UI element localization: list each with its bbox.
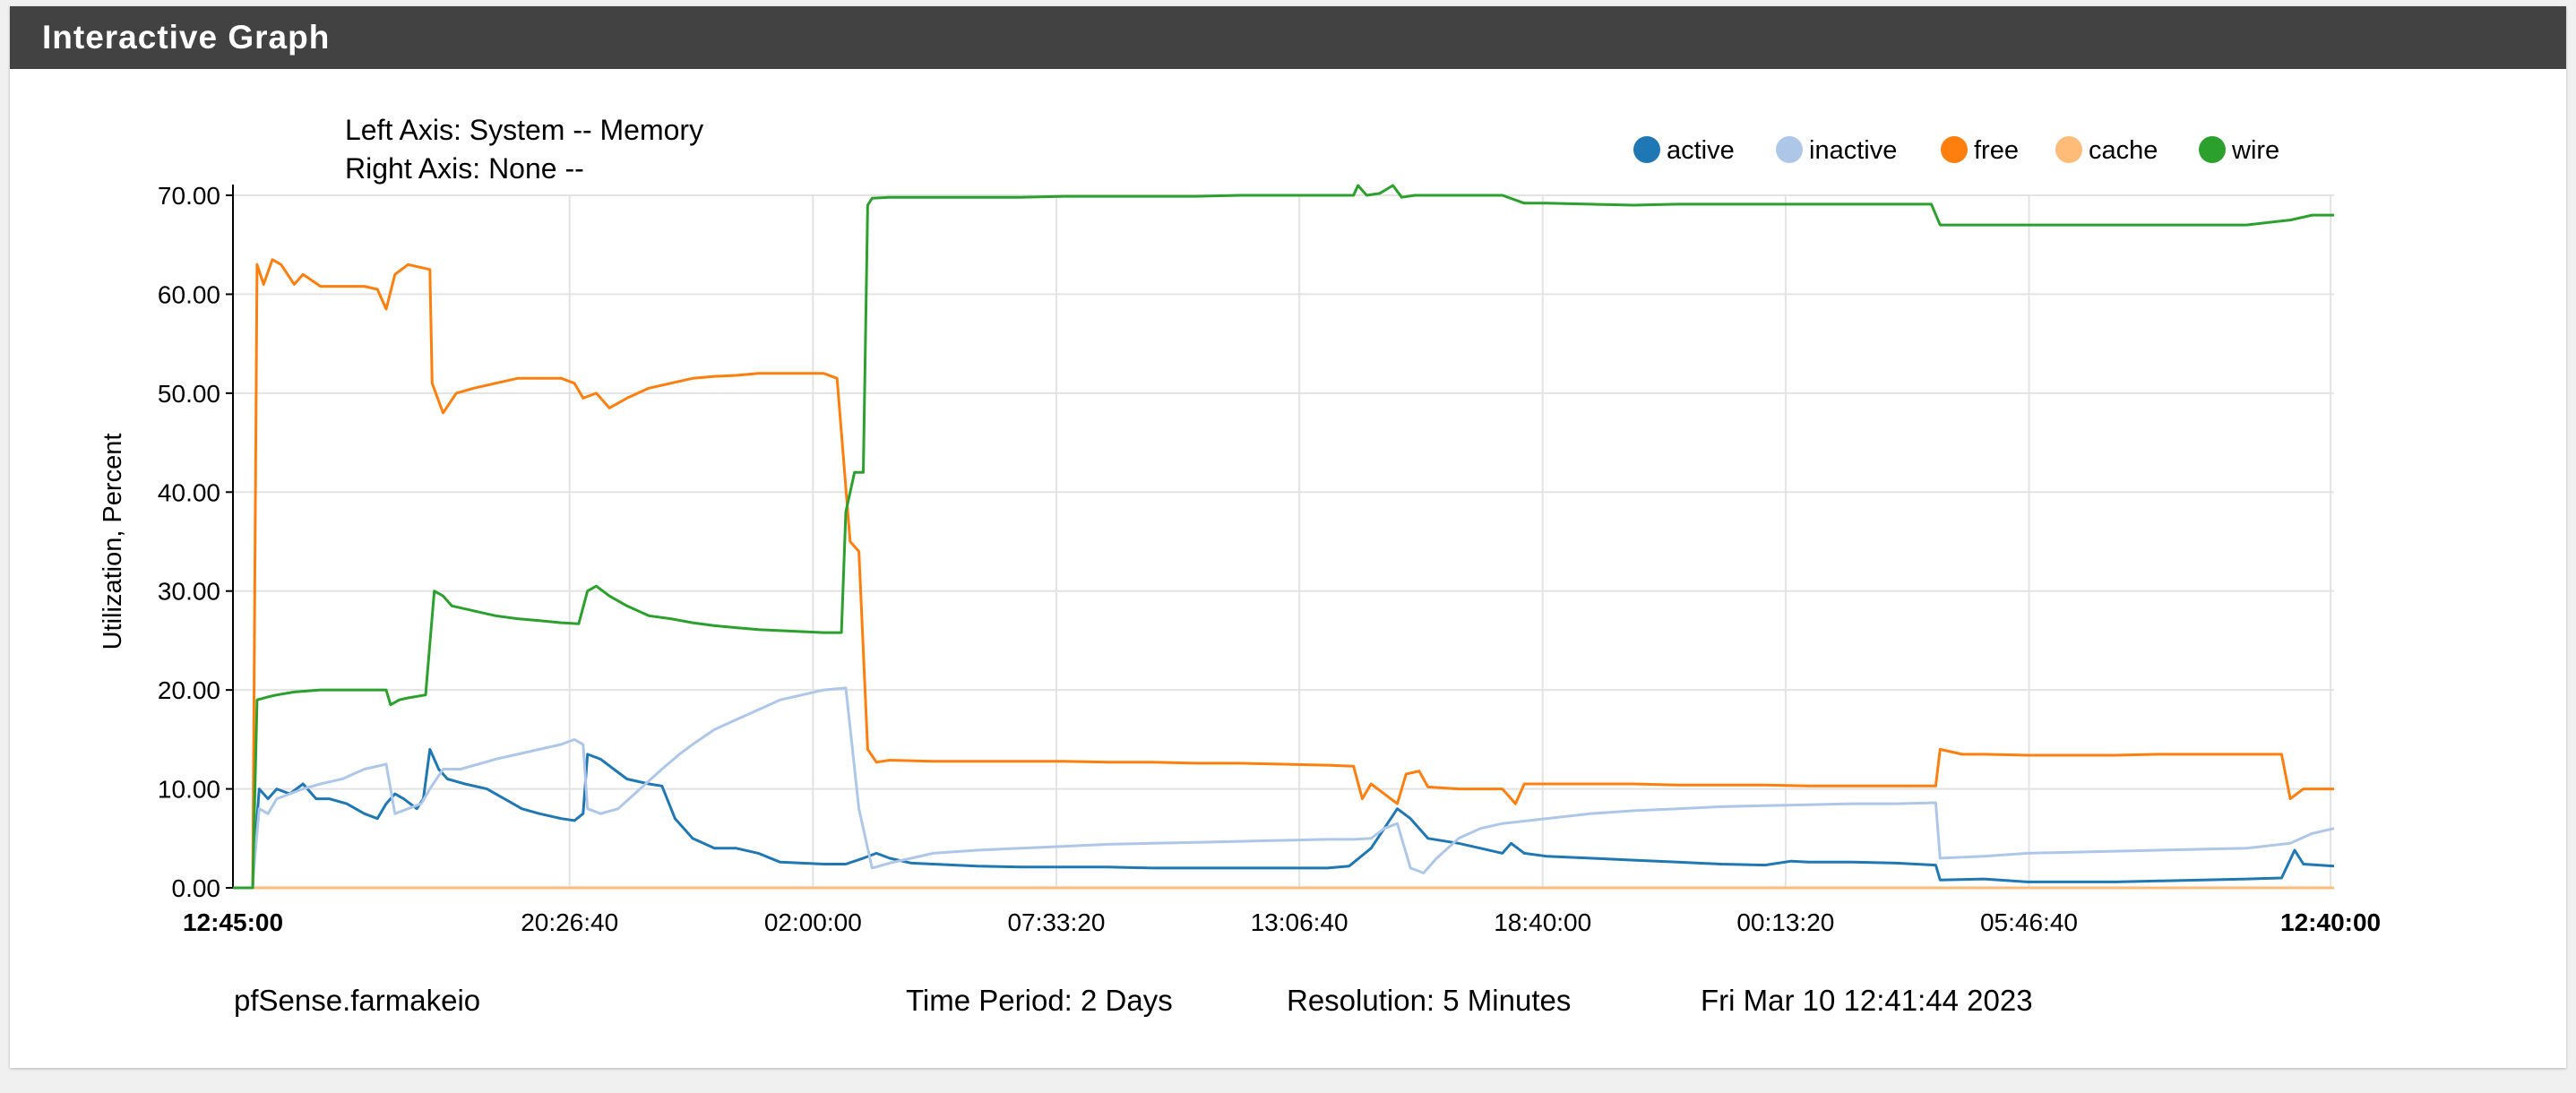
- x-axis-ticks: 12:45:00 20:26:40 02:00:00 07:33:20 13:06:40…: [183, 908, 2381, 936]
- legend-item-active[interactable]: active: [1633, 136, 1735, 165]
- left-axis-info: Left Axis: System -- Memory: [345, 114, 703, 146]
- legend-label: cache: [2089, 136, 2158, 165]
- x-tick-label: 02:00:00: [764, 908, 862, 936]
- graph-panel: Interactive Graph: [10, 6, 2566, 1068]
- legend-swatch: [2055, 136, 2082, 163]
- legend-item-free[interactable]: free: [1941, 136, 2019, 165]
- x-tick-label: 00:13:20: [1736, 908, 1834, 936]
- y-axis-label: Utilization, Percent: [99, 434, 127, 650]
- legend-swatch: [1633, 136, 1660, 163]
- x-tick-label: 12:45:00: [183, 908, 283, 936]
- y-axis-ticks: 0.00 10.00 20.00 30.00 40.00 50.00 60.00 70.00: [158, 182, 233, 902]
- legend-swatch: [1941, 136, 1968, 163]
- legend-item-wire[interactable]: wire: [2199, 136, 2279, 165]
- y-tick-label: 20.00: [158, 676, 220, 704]
- y-tick-label: 10.00: [158, 776, 220, 804]
- series-line-free: [233, 258, 2334, 890]
- y-tick-label: 70.00: [158, 182, 220, 210]
- x-tick-label: 13:06:40: [1251, 908, 1348, 936]
- legend-swatch: [2199, 136, 2226, 163]
- series-line-active: [233, 747, 2335, 890]
- x-tick-label: 20:26:40: [521, 908, 618, 936]
- y-tick-label: 0.00: [172, 874, 221, 902]
- legend-swatch: [1776, 136, 1803, 163]
- timestamp: Fri Mar 10 12:41:44 2023: [1701, 984, 2033, 1017]
- y-tick-label: 40.00: [158, 478, 220, 506]
- grid: [233, 194, 2334, 889]
- host-name: pfSense.farmakeio: [234, 984, 480, 1017]
- time-period: Time Period: 2 Days: [906, 984, 1173, 1017]
- legend-label: inactive: [1809, 136, 1897, 165]
- legend-item-cache[interactable]: cache: [2055, 136, 2158, 165]
- y-tick-label: 50.00: [158, 380, 220, 408]
- y-tick-label: 60.00: [158, 280, 220, 308]
- legend-label: free: [1974, 136, 2019, 165]
- legend-label: wire: [2231, 136, 2279, 165]
- y-tick-label: 30.00: [158, 578, 220, 606]
- x-tick-label: 12:40:00: [2280, 908, 2381, 936]
- legend-label: active: [1667, 136, 1735, 165]
- right-axis-info: Right Axis: None --: [345, 152, 584, 185]
- series-lines: [233, 184, 2335, 890]
- x-tick-label: 18:40:00: [1494, 908, 1591, 936]
- series-line-inactive: [233, 686, 2335, 890]
- series-line-wire: [233, 184, 2334, 890]
- resolution: Resolution: 5 Minutes: [1287, 984, 1571, 1017]
- legend-item-inactive[interactable]: inactive: [1776, 136, 1897, 165]
- panel-title: Interactive Graph: [10, 6, 2566, 69]
- legend: active inactive free cache wire: [1633, 136, 2279, 165]
- x-tick-label: 05:46:40: [1980, 908, 2078, 936]
- x-tick-label: 07:33:20: [1007, 908, 1105, 936]
